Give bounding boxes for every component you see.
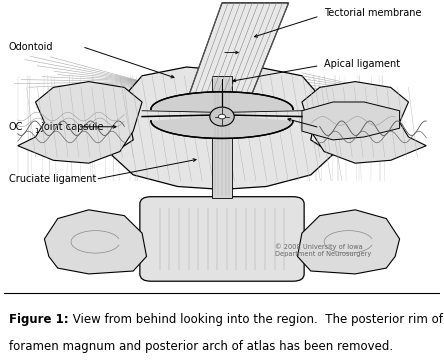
Text: Alar ligament: Alar ligament (324, 122, 390, 132)
Text: Cruciate ligament: Cruciate ligament (9, 174, 96, 184)
Text: 1: 1 (34, 127, 38, 134)
Polygon shape (212, 76, 232, 198)
Text: foramen magnum and posterior arch of atlas has been removed.: foramen magnum and posterior arch of atl… (9, 340, 393, 353)
Text: joint capsule: joint capsule (38, 122, 104, 132)
Polygon shape (302, 81, 426, 163)
Polygon shape (44, 210, 147, 274)
Ellipse shape (210, 107, 234, 126)
Text: View from behind looking into the region.  The posterior rim of: View from behind looking into the region… (69, 313, 443, 326)
FancyBboxPatch shape (140, 197, 304, 281)
Polygon shape (186, 3, 289, 102)
Text: Odontoid: Odontoid (9, 42, 53, 52)
Polygon shape (297, 210, 400, 274)
Text: Figure 1:: Figure 1: (9, 313, 68, 326)
Polygon shape (151, 92, 293, 138)
Circle shape (218, 114, 226, 119)
Text: OC: OC (9, 122, 23, 132)
Text: Apical ligament: Apical ligament (324, 59, 400, 69)
Text: Tectorial membrane: Tectorial membrane (324, 8, 422, 18)
Polygon shape (302, 102, 400, 140)
Text: © 2008 University of Iowa
Department of Neurosurgery: © 2008 University of Iowa Department of … (275, 244, 372, 257)
Polygon shape (18, 81, 142, 163)
Polygon shape (111, 67, 333, 189)
